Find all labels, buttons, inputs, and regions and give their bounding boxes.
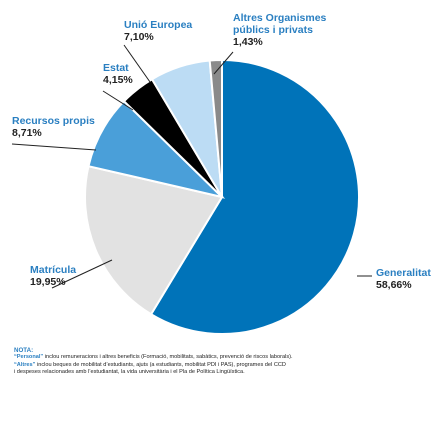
note-text-altres: inclou beques de mobilitat d’estudiants,… — [35, 361, 286, 368]
pie-slice-0 — [149, 58, 360, 335]
slice-value-4: 7,10% — [124, 31, 154, 43]
note-key-personal: “Personal” — [14, 354, 44, 361]
note-title: NOTA: — [14, 347, 34, 354]
pie-slice-5 — [208, 58, 223, 198]
leader-line-1 — [51, 259, 113, 289]
slice-label-2: Recursos propis — [12, 115, 95, 127]
footnote: NOTA: “Personal” inclou remuneracions i … — [14, 347, 436, 377]
note-line-continued: i despeses relacionades amb l’estudianta… — [14, 369, 245, 376]
slice-label-1: Matrícula — [30, 264, 76, 276]
note-line-personal: “Personal” inclou remuneracions i altres… — [14, 354, 436, 361]
leader-line-5 — [213, 51, 234, 75]
note-text-personal: inclou remuneracions i altres beneficis … — [43, 354, 293, 361]
slice-label-5: públics i privats — [233, 24, 313, 36]
note-line-altres: “Altres” inclou beques de mobilitat d’es… — [14, 362, 436, 369]
slice-label-4: Unió Europea — [124, 19, 192, 31]
slice-value-5: 1,43% — [233, 36, 263, 48]
slice-value-3: 4,15% — [103, 74, 133, 86]
slice-value-1: 19,95% — [30, 276, 66, 288]
slice-label-3: Estat — [103, 62, 129, 74]
leader-line-4 — [123, 44, 151, 83]
pie-slice-1 — [84, 164, 224, 316]
slice-value-2: 8,71% — [12, 127, 42, 139]
leader-line-2 — [11, 143, 97, 151]
slice-label-5: Altres Organismes — [233, 12, 327, 24]
slice-value-0: 58,66% — [376, 279, 412, 291]
note-key-altres: “Altres” — [14, 361, 36, 368]
slice-label-0: Generalitat — [376, 267, 431, 279]
leader-line-3 — [102, 90, 134, 111]
